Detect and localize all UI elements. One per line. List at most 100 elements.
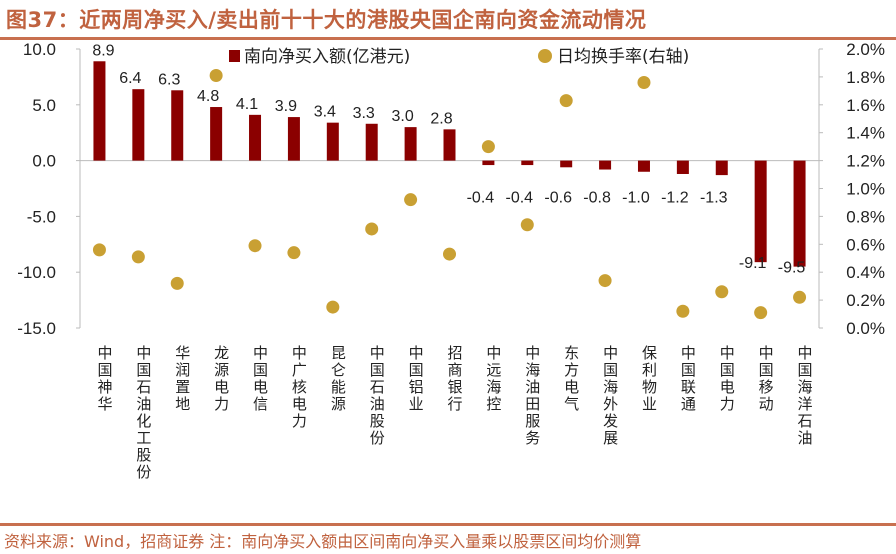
footer-divider: [0, 523, 896, 526]
turnover-dot-中国神华: [92, 243, 106, 257]
data-label: -1.2: [661, 190, 689, 207]
data-label: -1.3: [700, 190, 728, 207]
turnover-dot-华润置地: [170, 276, 184, 290]
bar-中国神华: [93, 61, 106, 161]
bar-中国石油股份: [365, 123, 378, 161]
left-tick-label: 10.0: [23, 40, 56, 59]
category-label: 中国电信: [251, 345, 269, 413]
data-label: -0.4: [467, 190, 495, 207]
bar-中国电力: [715, 160, 728, 176]
chart-title: 图37：近两周净买入/卖出前十十大的港股央国企南向资金流动情况: [6, 8, 647, 32]
category-label: 中国石油股份: [368, 345, 386, 447]
right-tick-label: 1.2%: [846, 152, 885, 171]
turnover-dot-龙源电力: [209, 69, 223, 83]
right-tick-label: 1.8%: [846, 68, 885, 87]
turnover-dot-东方电气: [559, 94, 573, 108]
bar-招商银行: [443, 129, 456, 161]
category-label: 中国移动: [757, 345, 775, 413]
data-label: -0.4: [506, 190, 534, 207]
turnover-dot-中海油田服务: [520, 218, 534, 232]
bar-中远海控: [482, 160, 495, 166]
category-label: 中广核电力: [290, 345, 308, 430]
category-label: 昆仑能源: [329, 345, 347, 413]
data-label: 6.3: [158, 71, 180, 88]
data-label: -0.6: [544, 190, 572, 207]
bar-昆仑能源: [326, 122, 339, 161]
category-label: 中国联通: [679, 345, 697, 413]
turnover-dot-中国铝业: [404, 193, 418, 207]
right-tick-label: 1.6%: [846, 96, 885, 115]
right-tick-label: 0.4%: [846, 263, 885, 282]
right-tick-label: 0.8%: [846, 207, 885, 226]
bar-中海油田服务: [521, 160, 534, 166]
right-tick-label: 1.0%: [846, 180, 885, 199]
left-tick-label: 5.0: [32, 96, 56, 115]
turnover-dot-中国石油化工股份: [131, 250, 145, 264]
category-label: 中国石油化工股份: [134, 345, 152, 481]
left-tick-label: 0.0: [32, 152, 56, 171]
category-label: 中海油田服务: [523, 345, 541, 447]
category-label: 中国神华: [95, 345, 113, 413]
turnover-dot-中广核电力: [287, 246, 301, 260]
left-tick-label: -5.0: [27, 207, 56, 226]
bar-东方电气: [560, 160, 573, 168]
data-label: -1.0: [622, 190, 650, 207]
source-note: 资料来源：Wind，招商证券 注：南向净买入额由区间南向净买入量乘以股票区间均价…: [4, 532, 642, 551]
data-label: 3.4: [314, 104, 336, 121]
category-label: 保利物业: [640, 345, 658, 413]
bar-中广核电力: [287, 117, 300, 161]
data-label: 6.4: [119, 70, 141, 87]
category-label: 东方电气: [562, 345, 580, 413]
bar-中国海外发展: [599, 160, 612, 170]
category-label: 中国铝业: [407, 345, 425, 413]
data-label: 4.8: [197, 88, 219, 105]
bar-中国海洋石油: [793, 160, 806, 267]
legend-bar-label: 南向净买入额(亿港元): [244, 47, 410, 67]
bar-中国移动: [754, 160, 767, 263]
legend-dot-label: 日均换手率(右轴): [557, 47, 689, 67]
turnover-dot-保利物业: [637, 75, 651, 89]
data-label: 4.1: [236, 96, 258, 113]
chart: 10.0 5.0 0.0 -5.0 -10.0 -15.0 2.0% 1.8% 1.6% 1.4%…: [17, 40, 885, 481]
left-tick-label: -15.0: [17, 319, 56, 338]
turnover-dot-招商银行: [443, 247, 456, 261]
bar-华润置地: [171, 90, 184, 161]
data-label: 2.8: [430, 110, 452, 127]
right-tick-label: 0.0%: [846, 319, 885, 338]
turnover-dot-中国联通: [676, 304, 690, 318]
bar-保利物业: [637, 160, 650, 172]
turnover-dot-中国海洋石油: [793, 290, 807, 304]
data-label: -9.5: [778, 260, 806, 277]
category-label: 中国海外发展: [601, 345, 619, 447]
legend-bar-swatch: [229, 50, 240, 62]
category-label: 招商银行: [446, 345, 464, 413]
category-label: 龙源电力: [212, 345, 230, 413]
right-tick-label: 1.4%: [846, 124, 885, 143]
bar-中国联通: [676, 160, 689, 174]
bar-中国铝业: [404, 127, 417, 161]
legend-dot-swatch: [538, 49, 552, 63]
turnover-dot-中国石油股份: [365, 222, 379, 236]
bar-中国石油化工股份: [132, 89, 145, 161]
data-label: 3.9: [275, 98, 297, 115]
data-label: 8.9: [92, 42, 114, 59]
bar-中国电信: [249, 114, 262, 161]
right-tick-label: 2.0%: [846, 40, 885, 59]
right-tick-label: 0.6%: [846, 235, 885, 254]
right-tick-label: 0.2%: [846, 291, 885, 310]
data-label: -9.1: [739, 255, 767, 272]
category-label: 中国海洋石油: [796, 345, 814, 447]
turnover-dot-中国电信: [248, 239, 262, 253]
turnover-dot-中国移动: [754, 306, 768, 320]
turnover-dot-中国电力: [715, 285, 729, 299]
turnover-dot-中国海外发展: [598, 274, 612, 288]
turnover-dot-昆仑能源: [326, 300, 340, 314]
category-label: 华润置地: [173, 345, 191, 413]
data-label: 3.3: [353, 105, 375, 122]
data-label: -0.8: [583, 190, 611, 207]
title-divider: [0, 37, 896, 40]
turnover-dot-中远海控: [481, 140, 495, 154]
category-label: 中远海控: [484, 345, 502, 413]
category-label: 中国电力: [718, 345, 736, 413]
bar-龙源电力: [210, 107, 223, 161]
